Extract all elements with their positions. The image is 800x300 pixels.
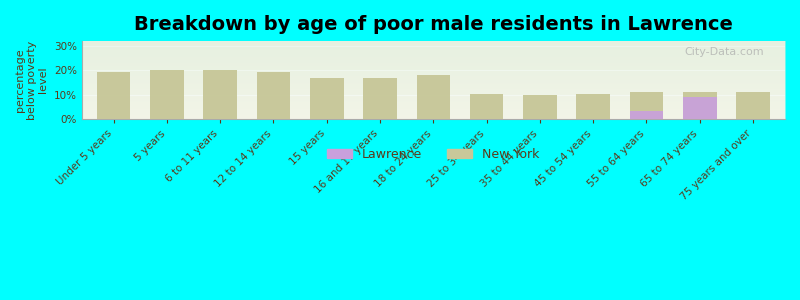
Legend: Lawrence, New York: Lawrence, New York	[322, 143, 545, 166]
Bar	[523, 95, 557, 119]
Bar	[310, 78, 343, 119]
Bar	[417, 75, 450, 119]
Bar	[417, 75, 450, 119]
Bar	[523, 95, 557, 119]
Bar	[257, 72, 290, 119]
Title: Breakdown by age of poor male residents in Lawrence: Breakdown by age of poor male residents …	[134, 15, 733, 34]
Bar	[363, 78, 397, 119]
Bar	[150, 70, 184, 119]
Bar	[630, 92, 663, 119]
Bar	[203, 70, 237, 119]
Bar	[470, 94, 503, 119]
Bar	[630, 92, 663, 119]
Bar	[203, 70, 237, 119]
Bar	[736, 92, 770, 119]
Bar	[683, 97, 717, 119]
Bar	[630, 111, 663, 119]
Bar	[470, 94, 503, 119]
Bar	[257, 72, 290, 119]
Bar	[576, 94, 610, 119]
Bar	[683, 92, 717, 119]
Bar	[310, 78, 343, 119]
Bar	[97, 72, 130, 119]
Bar	[683, 97, 717, 119]
Bar	[736, 92, 770, 119]
Bar	[576, 94, 610, 119]
Bar	[97, 72, 130, 119]
Bar	[683, 92, 717, 119]
Text: City-Data.com: City-Data.com	[684, 47, 764, 57]
Bar	[363, 78, 397, 119]
Y-axis label: percentage
below poverty
level: percentage below poverty level	[15, 40, 48, 120]
Bar	[150, 70, 184, 119]
Bar	[630, 111, 663, 119]
